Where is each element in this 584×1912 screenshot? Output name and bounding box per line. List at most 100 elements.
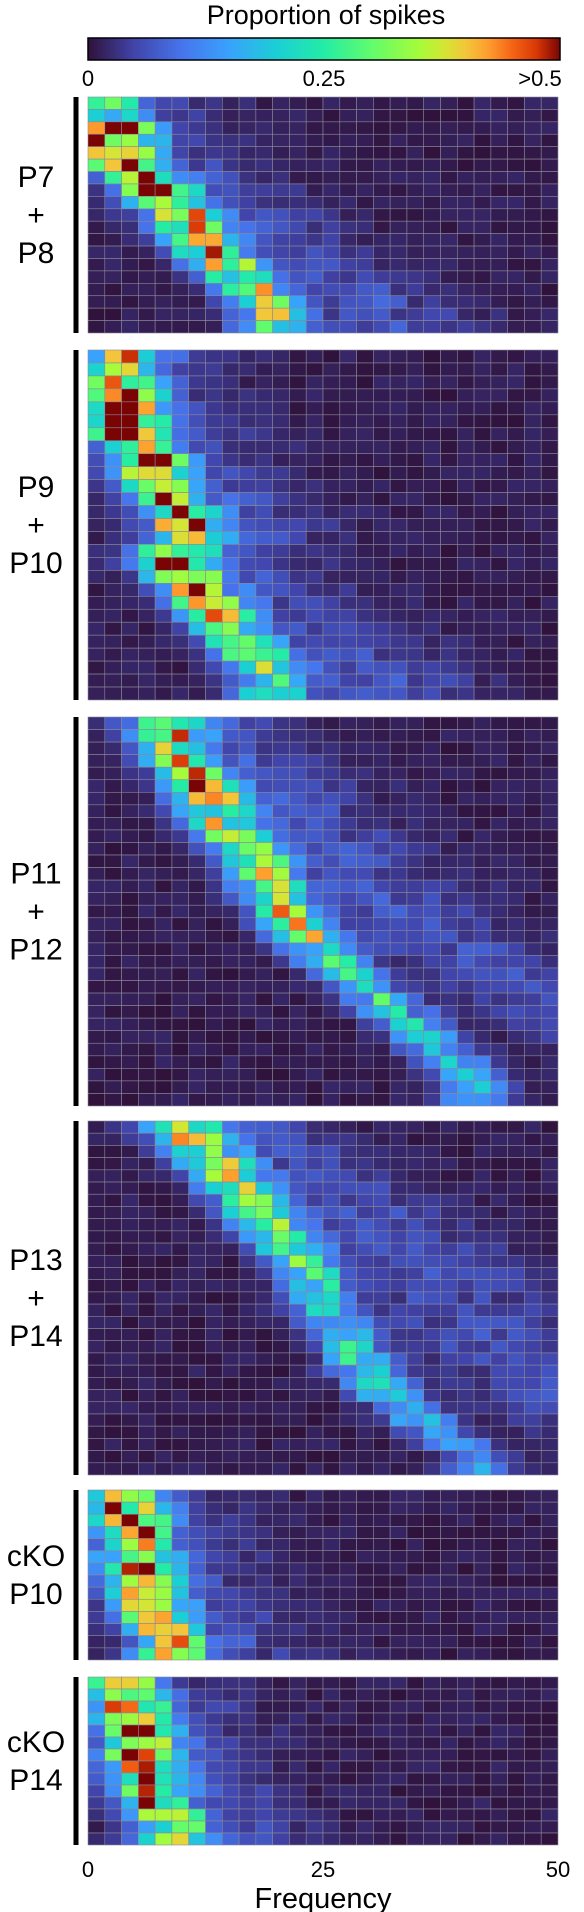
heatmap-cell — [473, 146, 492, 160]
heatmap-cell — [322, 1462, 341, 1476]
heatmap-cell — [121, 1688, 139, 1702]
heatmap-cell — [138, 673, 156, 688]
heatmap-cell — [255, 1230, 273, 1244]
heatmap-cell — [272, 233, 290, 247]
heatmap-cell — [121, 1242, 139, 1256]
heatmap-cell — [423, 233, 441, 247]
heatmap-cell — [373, 1526, 391, 1539]
heatmap-cell — [356, 1562, 374, 1576]
x-tick-label-2: 50 — [546, 1857, 570, 1882]
heatmap-cell — [389, 401, 408, 416]
heatmap-cell — [87, 570, 106, 584]
heatmap-cell — [406, 414, 425, 429]
heatmap-cell — [221, 1784, 240, 1798]
heatmap-cell — [138, 741, 156, 755]
heatmap-cell — [406, 1352, 425, 1366]
heatmap-cell — [507, 1005, 525, 1019]
heatmap-cell — [406, 1635, 425, 1649]
heatmap-cell — [339, 233, 357, 247]
heatmap-cell — [255, 1017, 273, 1032]
heatmap-cell — [289, 440, 307, 454]
heatmap-cell — [221, 1598, 240, 1612]
heatmap-cell — [423, 158, 441, 172]
heatmap-cell — [188, 1736, 206, 1750]
heatmap-cell — [423, 854, 441, 868]
heatmap-cell — [339, 1218, 357, 1232]
heatmap-cell — [154, 1574, 173, 1588]
heatmap-cell — [289, 1120, 307, 1134]
heatmap-cell — [138, 401, 156, 416]
heatmap-cell — [490, 1635, 508, 1649]
heatmap-cell — [305, 1303, 324, 1317]
heatmap-cell — [154, 1808, 173, 1822]
heatmap-cell — [238, 518, 257, 532]
heatmap-cell — [507, 854, 525, 868]
heatmap-cell — [507, 673, 525, 688]
heatmap-cell — [171, 362, 190, 377]
heatmap-cell — [490, 1042, 508, 1057]
heatmap-cell — [205, 854, 223, 868]
heatmap-cell — [339, 1796, 357, 1810]
heatmap-cell — [255, 1450, 273, 1464]
heatmap-cell — [188, 673, 206, 688]
heatmap-cell — [221, 518, 240, 532]
heatmap-cell — [138, 1120, 156, 1134]
heatmap-cell — [305, 1193, 324, 1207]
heatmap-cell — [524, 1068, 542, 1082]
heatmap-cell — [154, 904, 173, 919]
heatmap-cell — [138, 1501, 156, 1515]
heatmap-cell — [305, 1647, 324, 1661]
heatmap-cell — [305, 867, 324, 881]
heatmap-cell — [490, 716, 508, 730]
heatmap-cell — [205, 1080, 223, 1094]
heatmap-cell — [356, 531, 374, 545]
heatmap-cell — [339, 220, 357, 234]
heatmap-cell — [171, 133, 190, 147]
heatmap-cell — [154, 1623, 173, 1637]
heatmap-cell — [154, 414, 173, 429]
heatmap-cell — [305, 96, 324, 110]
heatmap-cell — [289, 791, 307, 806]
heatmap-cell — [423, 867, 441, 881]
heatmap-cell — [373, 1157, 391, 1171]
heatmap-cell — [440, 1145, 458, 1158]
heatmap-cell — [188, 1017, 206, 1032]
heatmap-cell — [255, 1513, 273, 1527]
heatmap-cell — [154, 1462, 173, 1476]
heatmap-cell — [322, 879, 341, 893]
heatmap-cell — [456, 673, 475, 688]
heatmap-cell — [121, 1438, 139, 1451]
heatmap-cell — [255, 258, 273, 272]
heatmap-cell — [406, 183, 425, 197]
heatmap-cell — [289, 1279, 307, 1293]
heatmap-cell — [339, 1425, 357, 1439]
heatmap-cell — [272, 942, 290, 956]
heatmap-cell — [322, 1623, 341, 1637]
heatmap-cell — [205, 1676, 223, 1690]
heatmap-cell — [272, 1145, 290, 1158]
heatmap-cell — [104, 1676, 122, 1690]
heatmap-cell — [440, 1724, 458, 1738]
heatmap-cell — [389, 96, 408, 110]
heatmap-cell — [423, 1193, 441, 1207]
heatmap-cell — [205, 349, 223, 364]
heatmap-cell — [423, 320, 441, 334]
heatmap-cell — [188, 1230, 206, 1244]
heatmap-cell — [221, 1832, 240, 1846]
heatmap-cell — [490, 1193, 508, 1207]
heatmap-cell — [305, 741, 324, 755]
heatmap-cell — [423, 270, 441, 284]
heatmap-cell — [406, 992, 425, 1006]
heatmap-cell — [138, 879, 156, 893]
heatmap-cell — [540, 1068, 559, 1082]
heatmap-cell — [356, 1462, 374, 1476]
heatmap-cell — [339, 258, 357, 272]
heatmap-cell — [322, 686, 341, 701]
heatmap-cell — [205, 1291, 223, 1305]
heatmap-cell — [121, 1352, 139, 1366]
heatmap-cell — [406, 1425, 425, 1439]
heatmap-cell — [389, 258, 408, 272]
heatmap-cell — [406, 531, 425, 545]
heatmap-cell — [154, 146, 173, 160]
heatmap-cell — [154, 1748, 173, 1762]
